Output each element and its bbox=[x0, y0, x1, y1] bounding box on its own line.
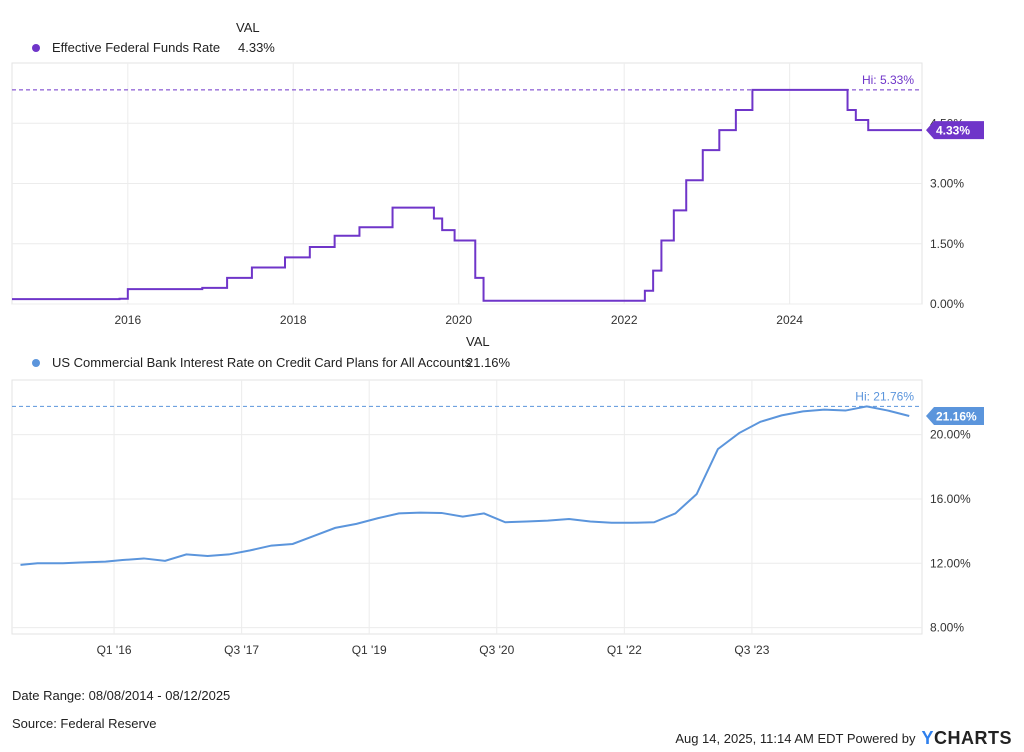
legend-dot-icon bbox=[32, 358, 40, 367]
legend-item-credit-card[interactable]: US Commercial Bank Interest Rate on Cred… bbox=[32, 355, 471, 370]
x-tick-label: Q1 '19 bbox=[352, 643, 387, 657]
x-tick-label: Q3 '23 bbox=[734, 643, 769, 657]
logo-y: Y bbox=[921, 728, 934, 748]
date-range-text: Date Range: 08/08/2014 - 08/12/2025 bbox=[12, 688, 231, 703]
legend-header-top: VAL bbox=[236, 20, 260, 35]
series-line-bottom bbox=[20, 405, 910, 566]
y-tick-label: 12.00% bbox=[930, 556, 971, 570]
end-value-tag bbox=[926, 407, 984, 426]
x-tick-label: Q1 '16 bbox=[97, 643, 132, 657]
legend-label-credit-card: US Commercial Bank Interest Rate on Cred… bbox=[52, 355, 472, 370]
y-tick-label: 1.50% bbox=[930, 237, 964, 251]
x-tick-label: Q3 '17 bbox=[224, 643, 259, 657]
x-tick-label: 2018 bbox=[280, 313, 307, 327]
x-tick-label: 2020 bbox=[445, 313, 472, 327]
logo-rest: CHARTS bbox=[934, 728, 1012, 748]
source-text: Source: Federal Reserve bbox=[12, 716, 157, 731]
y-tick-label: 3.00% bbox=[930, 177, 964, 191]
series-line-top bbox=[12, 88, 922, 302]
y-tick-label: 8.00% bbox=[930, 621, 964, 635]
x-tick-label: Q3 '20 bbox=[479, 643, 514, 657]
legend-label-fed-funds: Effective Federal Funds Rate bbox=[52, 40, 221, 55]
y-tick-label: 16.00% bbox=[930, 492, 971, 506]
y-tick-label: 20.00% bbox=[930, 428, 971, 442]
end-value-label: 21.16% bbox=[936, 410, 977, 424]
end-value-label: 4.33% bbox=[936, 124, 970, 138]
high-label: Hi: 5.33% bbox=[862, 73, 914, 87]
plot-frame-bottom bbox=[11, 379, 923, 635]
legend-header-bottom: VAL bbox=[466, 334, 490, 349]
x-tick-label: 2022 bbox=[611, 313, 638, 327]
x-tick-label: 2024 bbox=[776, 313, 803, 327]
legend-value-credit-card: 21.16% bbox=[466, 355, 511, 370]
legend-value-fed-funds: 4.33% bbox=[238, 40, 275, 55]
y-tick-label: 0.00% bbox=[930, 297, 964, 311]
high-label: Hi: 21.76% bbox=[855, 389, 914, 403]
legend-item-fed-funds[interactable]: Effective Federal Funds Rate bbox=[32, 40, 220, 55]
x-tick-label: 2016 bbox=[114, 313, 141, 327]
ycharts-logo[interactable]: YCHARTS bbox=[921, 728, 1012, 749]
end-value-tag bbox=[926, 121, 984, 140]
timestamp-text: Aug 14, 2025, 11:14 AM EDT Powered by bbox=[675, 731, 916, 746]
powered-by: Aug 14, 2025, 11:14 AM EDT Powered by YC… bbox=[675, 728, 1012, 749]
legend-dot-icon bbox=[32, 43, 40, 52]
x-tick-label: Q1 '22 bbox=[607, 643, 642, 657]
